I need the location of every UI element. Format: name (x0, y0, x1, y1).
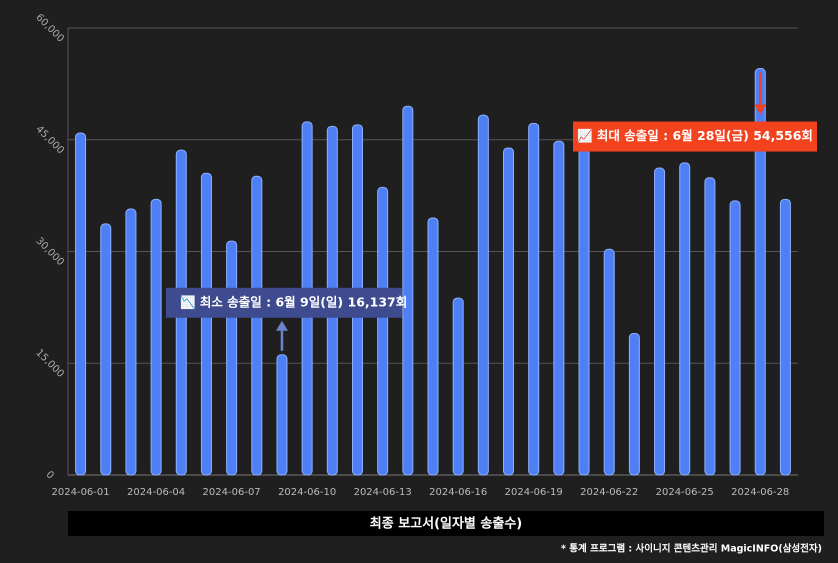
source-note: * 통계 프로그램 : 사이니지 콘텐츠관리 MagicINFO(삼성전자) (561, 543, 822, 555)
y-tick-label: 30,000 (33, 236, 66, 269)
x-tick-label: 2024-06-01 (52, 487, 110, 498)
bar (654, 167, 666, 476)
bar (150, 198, 162, 476)
x-tick-label: 2024-06-07 (203, 487, 261, 498)
bar (276, 354, 288, 476)
bar (477, 114, 489, 476)
bar (779, 198, 791, 476)
bar (553, 140, 565, 476)
bar (377, 186, 389, 476)
bar (75, 132, 87, 476)
x-tick-label: 2024-06-13 (354, 487, 412, 498)
footer-title: 최종 보고서(일자별 송출수) (370, 516, 523, 532)
bar (528, 122, 540, 476)
x-tick-label: 2024-06-10 (278, 487, 336, 498)
annotation-arrowhead (275, 320, 288, 331)
x-tick-label: 2024-06-19 (505, 487, 563, 498)
bar (628, 332, 640, 476)
annotation-box (573, 121, 817, 152)
annotation-text: 📉 최소 송출일 : 6월 9일(일) 16,137회 (180, 294, 407, 309)
footer-bar (68, 511, 824, 536)
y-tick-label: 60,000 (33, 12, 66, 45)
annotation-arrowhead (754, 104, 767, 115)
y-tick-label: 0 (44, 469, 56, 481)
bar (200, 172, 212, 476)
x-tick-label: 2024-06-16 (429, 487, 487, 498)
bar (578, 145, 590, 476)
bar (704, 177, 716, 476)
annotation-box (166, 287, 402, 318)
y-tick-label: 15,000 (33, 347, 66, 380)
x-tick-label: 2024-06-04 (127, 487, 185, 498)
bar (754, 68, 766, 476)
y-tick-label: 45,000 (33, 124, 66, 157)
bar (603, 248, 615, 476)
bar (251, 175, 263, 476)
x-tick-label: 2024-06-22 (580, 487, 638, 498)
x-tick-label: 2024-06-25 (656, 487, 714, 498)
bar (427, 217, 439, 476)
bar (729, 200, 741, 476)
x-tick-label: 2024-06-28 (731, 487, 789, 498)
bar (100, 223, 112, 476)
bar (452, 297, 464, 476)
bar (125, 208, 137, 476)
bar (679, 162, 691, 476)
annotation-text: 📈 최대 송출일 : 6월 28일(금) 54,556회 (577, 128, 813, 143)
bar (226, 240, 238, 476)
bar (503, 147, 515, 476)
bar (402, 105, 414, 476)
